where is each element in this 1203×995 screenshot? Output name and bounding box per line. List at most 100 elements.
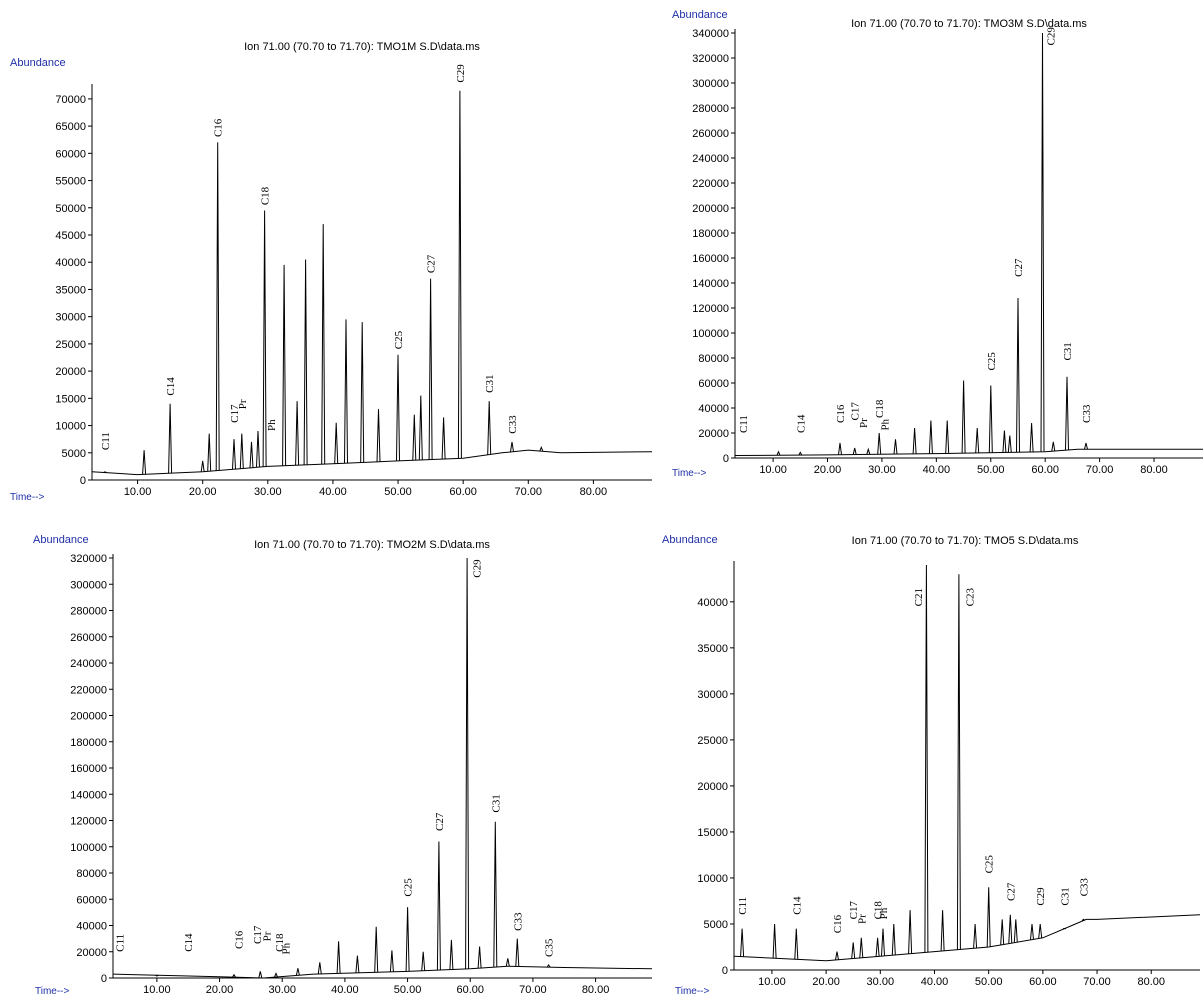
peak-label: C14: [183, 933, 195, 952]
peak: [988, 385, 993, 453]
peak: [168, 403, 173, 474]
y-tick-label: 180000: [70, 737, 107, 749]
peak-label: Pr: [856, 914, 868, 924]
y-tick-label: 160000: [692, 253, 729, 265]
y-tick-label: 30000: [55, 312, 86, 324]
peak-label: C29: [471, 559, 483, 578]
y-axis-label: Abundance: [10, 57, 66, 69]
peak: [740, 928, 745, 957]
peak: [428, 278, 433, 460]
y-tick-label: 160000: [70, 763, 107, 775]
y-tick-label: 200000: [692, 203, 729, 215]
peak-label: C35: [544, 938, 556, 957]
x-tick-label: 40.00: [331, 984, 359, 995]
peak-label: Pr: [237, 399, 249, 409]
y-tick-label: 0: [723, 453, 729, 465]
peak: [274, 972, 278, 978]
peak: [155, 974, 159, 977]
peak-label: C18: [874, 399, 886, 418]
y-tick-label: 320000: [692, 53, 729, 65]
x-tick-label: 80.00: [1137, 976, 1165, 988]
x-tick-label: 50.00: [384, 486, 412, 498]
y-tick-label: 50000: [55, 203, 86, 215]
peak: [539, 445, 544, 452]
baseline-trace: [91, 449, 653, 476]
peak-label: C31: [1062, 342, 1074, 360]
peak: [215, 142, 220, 471]
peak: [317, 962, 322, 974]
peak: [405, 907, 410, 972]
y-tick-label: 60000: [698, 378, 729, 390]
peak: [1084, 442, 1088, 450]
peak: [1000, 919, 1005, 945]
x-tick-label: 10.00: [758, 976, 786, 988]
peak: [334, 422, 339, 464]
peak: [945, 420, 950, 454]
peak-label: C33: [1078, 878, 1090, 897]
y-tick-label: 25000: [55, 339, 86, 351]
peak: [412, 414, 417, 461]
peak: [103, 471, 107, 474]
y-tick-label: 15000: [697, 827, 728, 839]
x-tick-label: 70.00: [1083, 976, 1111, 988]
y-tick-label: 30000: [697, 689, 728, 701]
peak: [1081, 918, 1086, 921]
peak: [838, 442, 842, 455]
peak-label: C16: [233, 930, 245, 949]
y-tick-label: 240000: [692, 153, 729, 165]
peak: [295, 401, 300, 466]
x-tick-label: 10.00: [143, 984, 171, 995]
peak-label: C29: [455, 64, 467, 83]
peak: [421, 951, 426, 971]
y-tick-label: 80000: [698, 353, 729, 365]
peak: [389, 950, 394, 972]
x-tick-label: 60.00: [449, 486, 477, 498]
peak: [1038, 923, 1043, 939]
baseline-trace: [733, 914, 1201, 962]
peak: [912, 427, 917, 454]
y-tick-label: 220000: [692, 178, 729, 190]
peak-label: C17: [850, 402, 862, 421]
peak: [859, 937, 864, 958]
peak-label: C25: [986, 352, 998, 371]
x-axis-label: Time-->: [672, 468, 707, 479]
peak-label: C18: [873, 901, 885, 920]
chart-title: Ion 71.00 (70.70 to 71.70): TMO3M S.D\da…: [851, 18, 1087, 30]
peak: [295, 968, 300, 976]
y-tick-label: 25000: [697, 735, 728, 747]
peak: [866, 447, 871, 455]
peak: [546, 964, 551, 968]
peak-label: C27: [434, 812, 446, 831]
peak: [239, 433, 244, 469]
baseline-trace: [112, 965, 653, 979]
chart-title: Ion 71.00 (70.70 to 71.70): TMO2M S.D\da…: [254, 539, 490, 551]
peak: [256, 430, 260, 468]
peak: [396, 354, 400, 461]
baseline-trace: [734, 448, 1203, 456]
y-tick-label: 120000: [70, 816, 107, 828]
peak-label: C16: [832, 914, 844, 933]
peak: [1040, 32, 1045, 452]
y-tick-label: 0: [80, 475, 86, 487]
peak-label: C29: [1035, 887, 1047, 906]
peak: [505, 958, 510, 967]
x-tick-label: 80.00: [580, 486, 608, 498]
peak: [1007, 435, 1012, 453]
x-tick-label: 10.00: [124, 486, 152, 498]
y-tick-label: 35000: [55, 284, 86, 296]
peak-label: C14: [795, 414, 807, 433]
peak: [303, 259, 308, 465]
peak: [1008, 914, 1013, 944]
peak-label: C11: [100, 432, 112, 450]
peak: [973, 923, 978, 949]
peak: [207, 433, 212, 472]
peak-label: C33: [507, 415, 519, 434]
y-tick-label: 140000: [70, 789, 107, 801]
x-tick-label: 70.00: [1086, 464, 1114, 476]
peak-label: C18: [274, 933, 286, 952]
x-axis-label: Time-->: [10, 492, 45, 503]
peak: [893, 439, 898, 455]
peak-label: C23: [965, 588, 977, 607]
peak: [374, 926, 379, 973]
peak-label: C16: [835, 404, 847, 423]
